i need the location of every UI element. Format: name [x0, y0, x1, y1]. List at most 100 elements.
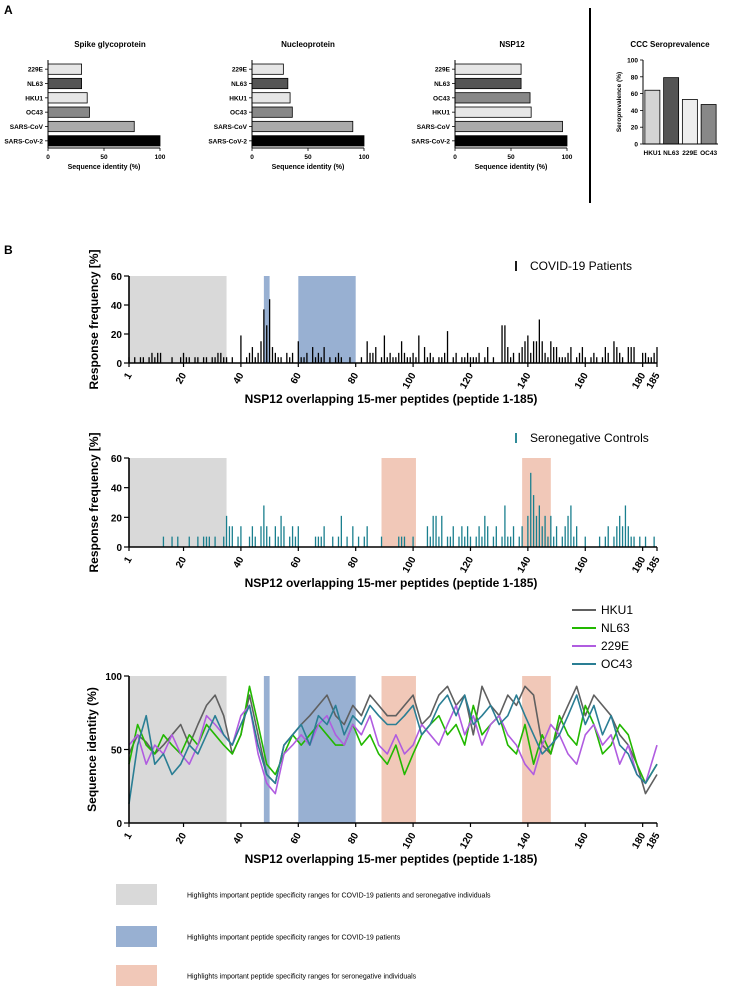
y-tick-label: 60 — [111, 454, 123, 465]
x-tick-label: 0 — [250, 154, 254, 161]
x-tick-label: 140 — [516, 555, 534, 575]
category-label: NL63 — [231, 81, 247, 88]
y-tick-label: 100 — [627, 58, 638, 65]
x-tick-label: 40 — [231, 371, 246, 387]
legend-swatch-blue — [116, 926, 157, 947]
x-tick-label: 20 — [174, 831, 189, 847]
x-tick-label: 80 — [346, 831, 361, 847]
bar — [644, 89, 661, 145]
chart-title: NSP12 — [499, 40, 525, 49]
category-label: HKU1 — [644, 150, 662, 157]
chart-spike-glycoprotein: Spike glycoprotein 229E NL63 HKU1 OC43 SARS-… — [4, 40, 165, 171]
bar — [47, 92, 88, 104]
bar — [251, 92, 291, 104]
bar — [47, 77, 82, 90]
chart-nucleoprotein: Nucleoprotein 229E NL63 HKU1 OC43 SARS-CoV SA… — [208, 40, 369, 171]
y-tick-label: 50 — [111, 746, 123, 757]
legend-swatch-peach — [116, 965, 157, 986]
x-tick-label: 185 — [645, 555, 663, 575]
x-tick-label: 60 — [289, 555, 304, 571]
x-tick-label: 20 — [174, 371, 189, 387]
x-tick-label: 180 — [630, 831, 648, 851]
series-legend-label: COVID-19 Patients — [530, 259, 632, 273]
category-label: SARS-CoV-2 — [208, 138, 247, 145]
bar — [700, 104, 717, 145]
x-tick-label: 80 — [346, 555, 361, 571]
bar — [47, 135, 161, 147]
category-label: OC43 — [26, 110, 43, 117]
y-tick-label: 80 — [631, 74, 639, 81]
category-label: NL63 — [434, 81, 450, 88]
y-tick-label: 60 — [111, 272, 123, 283]
x-tick-label: 160 — [573, 555, 591, 575]
x-tick-label: 50 — [507, 154, 515, 161]
category-label: SARS-CoV — [10, 124, 44, 131]
highlight-band-blue — [298, 676, 356, 823]
highlight-band-gray — [129, 276, 227, 363]
x-axis-label: Sequence identity (%) — [475, 164, 548, 171]
series-line-nl63 — [128, 685, 658, 785]
category-label: 229E — [682, 150, 698, 157]
series-line-hku1 — [128, 685, 658, 795]
x-tick-label: 100 — [401, 831, 419, 851]
series-line-oc43 — [128, 694, 658, 805]
x-axis-label: NSP12 overlapping 15-mer peptides (pepti… — [245, 852, 538, 866]
highlight-band-blue — [298, 276, 356, 363]
x-tick-label: 185 — [645, 831, 663, 851]
y-tick-label: 20 — [111, 330, 123, 341]
x-tick-label: 120 — [458, 555, 476, 575]
x-tick-label: 140 — [516, 371, 534, 391]
y-tick-label: 40 — [631, 108, 639, 115]
bar — [251, 106, 293, 118]
x-tick-label: 50 — [304, 154, 312, 161]
legend-label-nl63: NL63 — [601, 621, 630, 635]
y-axis-label: Sequence identity (%) — [85, 687, 99, 812]
category-label: HKU1 — [229, 95, 247, 102]
highlight-legend: Highlights important peptide specificity… — [116, 884, 491, 986]
category-label: SARS-CoV-2 — [411, 138, 450, 145]
chart-title: CCC Seroprevalence — [630, 40, 710, 49]
legend-label-oc43: OC43 — [601, 657, 633, 671]
y-axis-label: Seroprevalence (%) — [616, 72, 623, 132]
bar — [251, 120, 354, 133]
y-tick-label: 40 — [111, 301, 123, 312]
x-tick-label: 100 — [155, 154, 166, 161]
x-tick-label: 80 — [346, 371, 361, 387]
category-label: SARS-CoV — [417, 124, 451, 131]
x-tick-label: 120 — [458, 831, 476, 851]
category-label: NL63 — [27, 81, 43, 88]
y-tick-label: 0 — [116, 543, 122, 554]
legend-swatch-gray — [116, 884, 157, 905]
x-tick-label: 100 — [401, 371, 419, 391]
bar — [454, 63, 522, 75]
x-tick-label: 40 — [231, 831, 246, 847]
category-label: NL63 — [663, 150, 679, 157]
bar — [454, 120, 563, 133]
x-tick-label: 40 — [231, 555, 246, 571]
bar — [681, 99, 698, 145]
bar — [251, 135, 365, 147]
x-tick-label: 100 — [562, 154, 573, 161]
y-tick-label: 0 — [116, 359, 122, 370]
x-tick-label: 60 — [289, 371, 304, 387]
x-tick-label: 160 — [573, 831, 591, 851]
x-tick-label: 20 — [174, 555, 189, 571]
x-tick-label: 180 — [630, 555, 648, 575]
bar — [454, 77, 522, 90]
x-tick-label: 1 — [122, 555, 135, 566]
x-tick-label: 50 — [100, 154, 108, 161]
panel-label-b: B — [4, 243, 13, 257]
panel-label-a: A — [4, 3, 13, 17]
bar — [47, 120, 135, 133]
bar — [47, 63, 82, 75]
x-tick-label: 0 — [453, 154, 457, 161]
bar — [663, 77, 680, 145]
x-axis-label: NSP12 overlapping 15-mer peptides (pepti… — [245, 392, 538, 406]
y-tick-label: 20 — [111, 513, 123, 524]
category-label: HKU1 — [432, 110, 450, 117]
bar — [454, 135, 568, 147]
category-label: OC43 — [700, 150, 717, 157]
